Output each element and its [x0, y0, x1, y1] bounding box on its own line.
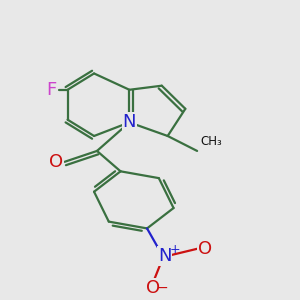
Text: CH₃: CH₃ — [200, 135, 222, 148]
Text: O: O — [198, 240, 212, 258]
Text: −: − — [157, 281, 168, 295]
Text: O: O — [146, 279, 160, 297]
Text: +: + — [169, 243, 180, 256]
Text: N: N — [158, 247, 172, 265]
Text: F: F — [46, 81, 56, 99]
Text: O: O — [49, 153, 63, 171]
Text: N: N — [123, 113, 136, 131]
